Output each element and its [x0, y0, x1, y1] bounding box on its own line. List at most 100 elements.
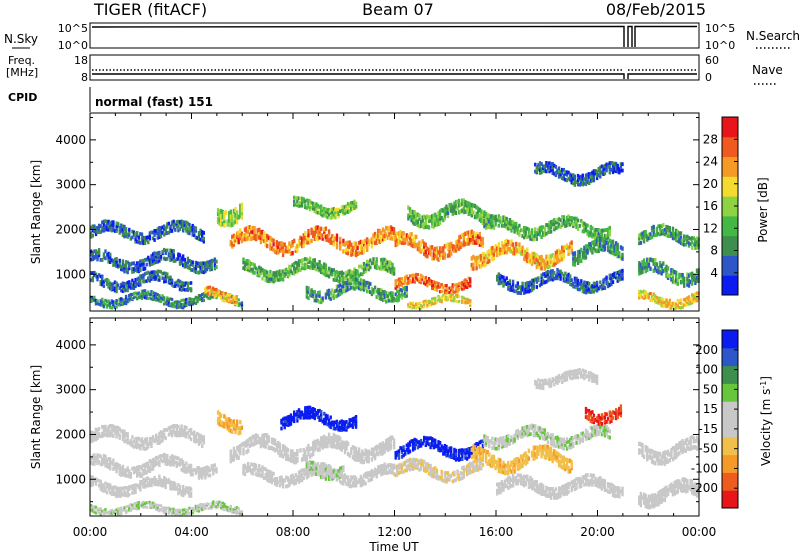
- echo-cell: [366, 247, 369, 252]
- echo-cell: [655, 268, 659, 274]
- echo-cell: [232, 422, 236, 428]
- echo-cell: [94, 302, 98, 306]
- echo-cell: [451, 246, 454, 252]
- echo-cell: [242, 260, 245, 265]
- echo-cell: [346, 210, 350, 214]
- echo-cell: [163, 224, 166, 229]
- echo-cell: [161, 432, 164, 437]
- echo-cell: [483, 254, 486, 259]
- echo-cell: [488, 258, 491, 264]
- echo-cell: [650, 298, 654, 303]
- echo-cell: [570, 178, 573, 183]
- echo-cell: [186, 260, 190, 265]
- echo-cell: [321, 265, 324, 270]
- echo-cell: [132, 296, 136, 300]
- echo-cell: [457, 295, 461, 298]
- echo-cell: [143, 478, 147, 482]
- echo-cell: [337, 214, 340, 219]
- echo-cell: [660, 299, 663, 303]
- echo-cell: [305, 292, 309, 297]
- echo-cell: [109, 260, 112, 264]
- echo-cell: [121, 471, 125, 475]
- echo-cell: [591, 247, 594, 252]
- echo-cell: [159, 255, 163, 259]
- echo-cell: [186, 284, 190, 288]
- echo-cell: [93, 479, 96, 483]
- echo-cell: [367, 242, 370, 247]
- echo-cell: [385, 299, 388, 304]
- echo-cell: [234, 426, 237, 431]
- echo-cell: [151, 435, 155, 439]
- echo-cell: [142, 289, 145, 293]
- echo-cell: [681, 242, 684, 246]
- echo-cell: [194, 436, 198, 441]
- echo-cell: [189, 226, 193, 230]
- echo-cell: [259, 269, 263, 274]
- echo-cell: [350, 206, 353, 210]
- echo-cell: [308, 256, 312, 261]
- echo-cell: [199, 267, 202, 272]
- echo-cell: [132, 506, 136, 510]
- echo-cell: [193, 301, 196, 305]
- echo-cell: [389, 293, 393, 298]
- echo-cell: [540, 167, 543, 172]
- echo-cell: [500, 247, 504, 253]
- echo-cell: [305, 234, 309, 240]
- echo-cell: [218, 422, 221, 427]
- echo-cell: [247, 259, 250, 263]
- echo-cell: [300, 261, 304, 266]
- echo-cell: [662, 261, 665, 266]
- echo-cell: [407, 216, 410, 221]
- echo-cell: [118, 510, 121, 514]
- echo-cell: [208, 267, 212, 272]
- echo-cell: [529, 288, 532, 293]
- echo-cell: [107, 279, 110, 283]
- echo-cell: [334, 278, 337, 282]
- echo-cell: [448, 203, 451, 208]
- echo-cell: [185, 486, 188, 490]
- echo-cell: [107, 483, 110, 487]
- echo-cell: [151, 270, 155, 274]
- echo-cell: [583, 290, 586, 294]
- echo-cell: [475, 262, 478, 267]
- echo-cell: [232, 301, 235, 305]
- echo-cell: [170, 229, 174, 233]
- echo-cell: [109, 221, 112, 226]
- echo-cell: [170, 481, 174, 485]
- echo-cell: [607, 245, 610, 250]
- echo-cell: [342, 212, 345, 216]
- echo-cell: [199, 237, 202, 242]
- echo-cell: [691, 274, 694, 280]
- echo-cell: [247, 438, 250, 443]
- echo-cell: [621, 270, 624, 275]
- echo-cell: [581, 289, 584, 294]
- echo-cell: [112, 302, 115, 306]
- echo-cell: [575, 285, 578, 290]
- echo-cell: [584, 281, 588, 285]
- echo-cell: [129, 509, 132, 512]
- echo-cell: [527, 253, 531, 258]
- echo-cell: [413, 241, 416, 246]
- echo-cell: [158, 294, 161, 298]
- echo-cell: [254, 433, 258, 438]
- echo-cell: [109, 460, 112, 465]
- echo-cell: [174, 228, 177, 232]
- echo-cell: [446, 296, 450, 300]
- echo-cell: [115, 469, 118, 474]
- echo-cell: [148, 478, 152, 483]
- echo-cell: [172, 455, 175, 460]
- echo-cell: [684, 297, 687, 301]
- echo-cell: [405, 274, 408, 278]
- echo-cell: [442, 208, 445, 213]
- echo-cell: [469, 304, 472, 307]
- echo-cell: [662, 298, 665, 302]
- echo-cell: [366, 244, 369, 249]
- echo-cell: [167, 461, 171, 466]
- echo-cell: [565, 279, 569, 284]
- echo-cell: [610, 276, 613, 280]
- echo-cell: [404, 277, 407, 282]
- echo-cell: [557, 248, 561, 253]
- echo-cell: [151, 505, 155, 508]
- echo-cell: [660, 263, 663, 268]
- echo-cell: [104, 224, 107, 229]
